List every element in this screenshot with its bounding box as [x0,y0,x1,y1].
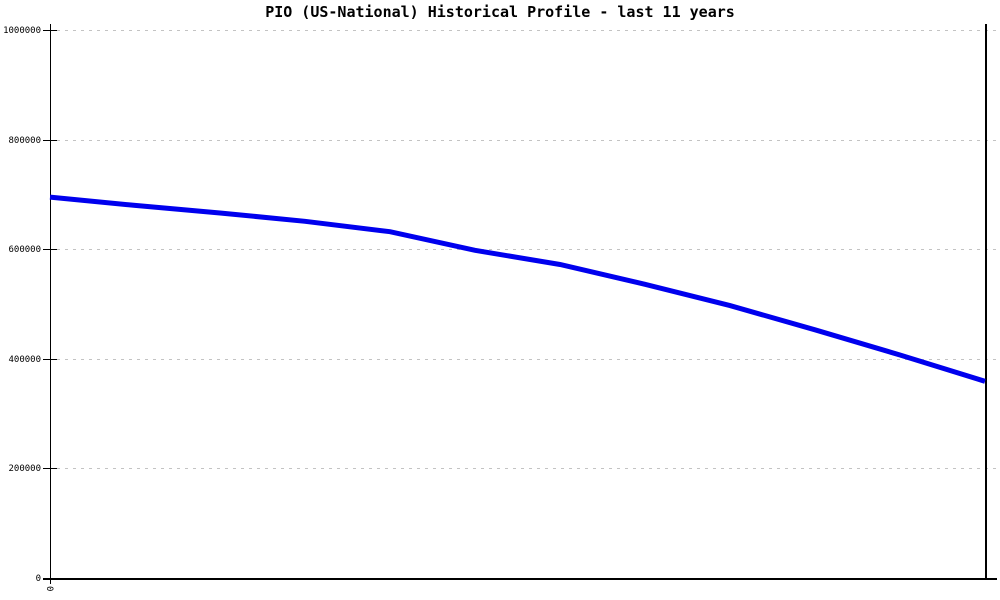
y-tick-label: 400000 [8,355,41,365]
y-tick-label: 600000 [8,245,41,255]
y-tick-label: 0 [36,574,41,584]
y-tick-label: 200000 [8,464,41,474]
data-line [49,194,986,384]
y-tick-label: 1000000 [3,26,41,36]
x-tick-label: 0 [44,586,54,591]
y-tick-label: 800000 [8,136,41,146]
chart-title: PIO (US-National) Historical Profile - l… [265,3,735,21]
